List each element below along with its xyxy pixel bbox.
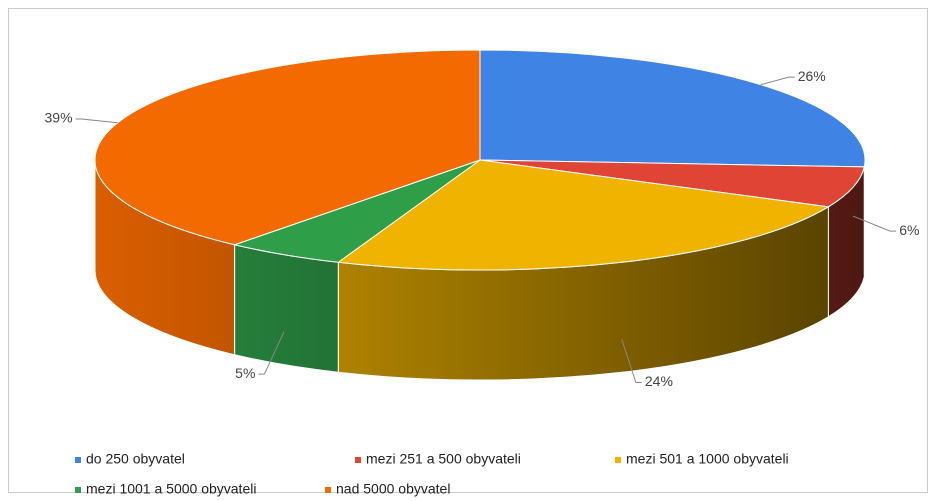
legend-label: mezi 1001 a 5000 obyvateli	[86, 481, 256, 497]
legend-label: mezi 501 a 1000 obyvateli	[626, 451, 789, 467]
data-label: 39%	[45, 110, 73, 126]
legend-label: do 250 obyvatel	[86, 451, 185, 467]
leader-line	[258, 331, 285, 375]
legend-marker	[75, 487, 81, 493]
data-label: 24%	[645, 373, 673, 389]
leader-line	[760, 76, 795, 86]
legend-marker	[355, 457, 361, 463]
slice	[479, 49, 866, 168]
slice	[479, 159, 865, 208]
legend-marker	[615, 457, 621, 463]
data-label: 6%	[899, 222, 919, 238]
legend-marker	[75, 457, 81, 463]
legend-label: mezi 251 a 500 obyvateli	[366, 451, 521, 467]
legend-label: nad 5000 obyvatel	[336, 481, 450, 497]
slice	[336, 159, 830, 271]
leader-line	[852, 215, 897, 232]
legend-marker	[325, 487, 331, 493]
data-label: 26%	[798, 68, 826, 84]
leader-line	[621, 339, 642, 383]
slice-side	[234, 244, 339, 373]
leader-line	[75, 118, 118, 124]
data-label: 5%	[235, 365, 255, 381]
